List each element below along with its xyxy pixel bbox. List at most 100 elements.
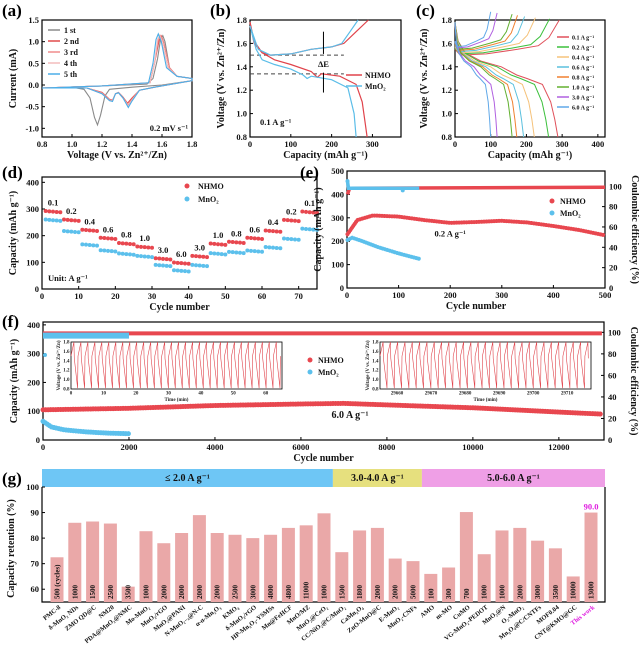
bar-cycle-label: 3000: [534, 585, 542, 600]
mno2-point: [43, 217, 48, 222]
nhmo-point: [80, 227, 85, 232]
mno2-point: [139, 254, 143, 259]
mno2-point: [278, 246, 283, 251]
y-tick-label: 1.5: [28, 15, 39, 25]
x-tick-label: 100: [484, 139, 497, 149]
bar: [370, 527, 384, 602]
nhmo-point: [54, 209, 59, 214]
mno2-point: [47, 217, 52, 222]
y-tick-label: 100: [26, 257, 39, 267]
nhmo-point: [212, 241, 217, 246]
nhmo-point: [62, 217, 66, 222]
bar: [228, 534, 242, 602]
inset-voltage-curve: [379, 341, 589, 389]
inset-x-tick-label: 30: [166, 392, 172, 397]
nhmo-point: [135, 244, 140, 249]
inset-x-tick-label: 50: [231, 392, 237, 397]
delta-e-label: ΔE: [318, 59, 329, 69]
panel-c: (c) 0 100 200 300 400 0.8 1.0 1.2 1.4 1.6 1.8 Capaci…: [416, 1, 606, 161]
mno2-point: [69, 229, 74, 234]
y-tick-label: 400: [26, 177, 39, 187]
nhmo-point: [51, 209, 55, 214]
highlight-value-label: 90.0: [584, 502, 599, 512]
bar: [566, 576, 580, 602]
y-tick-label: 100: [331, 260, 344, 270]
inset-y-tick-label: 1.4: [372, 359, 379, 364]
y-axis-title: Capacity (mAh g⁻¹): [313, 187, 324, 271]
legend-marker: [184, 183, 190, 189]
mno2-point: [315, 227, 319, 232]
ce-outlier-point: [400, 188, 405, 193]
bar-cycle-label: 2500: [232, 585, 240, 600]
bar: [210, 533, 224, 602]
nhmo-point: [245, 235, 250, 240]
y-tick-label: 90: [31, 508, 40, 518]
panel-f: (f)0 2000 4000 6000 8000 10000 120000100200300…: [2, 312, 639, 464]
inset-frame: [70, 341, 283, 390]
nhmo-point: [120, 241, 125, 246]
y2-tick-label: 20: [609, 263, 618, 273]
inset-x-tick-label: 40: [198, 392, 204, 397]
mno2-point: [212, 251, 217, 256]
mno2-point: [234, 250, 239, 255]
y-tick-label: 1.0: [236, 109, 247, 119]
legend-label: 0.1 A g⁻¹: [572, 36, 594, 42]
bar: [139, 531, 153, 602]
nhmo-point: [168, 257, 173, 262]
y-tick-label: 200: [27, 377, 40, 387]
nhmo-point: [300, 209, 305, 214]
legend-label: MnO₂: [560, 209, 581, 218]
mno2-point: [106, 248, 110, 253]
rate-band: [332, 469, 422, 487]
y-tick-label: 1.8: [441, 15, 452, 25]
legend-label: NHMO: [560, 197, 586, 206]
nhmo-point: [289, 218, 294, 223]
inset-x-tick-label: 29680: [459, 392, 472, 397]
nhmo-point: [161, 256, 165, 261]
mno2-point: [157, 263, 162, 268]
inset-y-tick-label: 0.8: [63, 388, 70, 393]
nhmo-point: [128, 241, 132, 246]
bar: [584, 512, 598, 602]
mno2-point: [98, 248, 103, 253]
inset-y-axis-title: Voltage (V vs. Zn²⁺/Zn): [365, 340, 371, 390]
mno2-point: [194, 263, 198, 268]
inset-x-axis-title: Time (min): [165, 398, 189, 403]
nhmo-point: [201, 254, 206, 259]
nhmo-point: [153, 256, 158, 261]
nhmo-point: [95, 228, 99, 233]
rate-label: 0.8: [121, 230, 132, 240]
nhmo-point: [252, 236, 257, 241]
nhmo-point: [285, 218, 290, 223]
nhmo-point: [98, 235, 103, 240]
nhmo-point: [205, 255, 209, 260]
nhmo-point: [256, 236, 261, 241]
mno2-point: [260, 249, 264, 254]
mno2-point: [186, 269, 191, 274]
inset-x-tick-label: 29690: [493, 392, 506, 397]
y-tick-label: 0.5: [28, 58, 39, 68]
nhmo-point: [234, 240, 239, 245]
nhmo-point: [179, 261, 184, 266]
mno2-point: [164, 263, 169, 268]
y2-axis-title: Coulombic efficiency (%): [628, 327, 639, 436]
y-tick-label: 0.8: [441, 132, 452, 142]
nhmo-point: [106, 236, 110, 241]
nhmo-point: [102, 236, 107, 241]
nhmo-point: [282, 217, 286, 222]
y-tick-label: 1.2: [236, 85, 247, 95]
nhmo-point: [311, 210, 316, 215]
mno2-point: [267, 245, 272, 250]
category-label: AMO: [419, 604, 436, 619]
rate-label: 0.4: [268, 217, 279, 227]
bar-cycle-label: 4000: [267, 585, 275, 600]
x-tick-label: 8000: [378, 442, 395, 452]
nhmo-point: [139, 244, 143, 249]
bar: [477, 554, 491, 602]
inset-x-tick-label: 29660: [391, 392, 404, 397]
mno2-point: [223, 252, 228, 257]
gcd-discharge-curve: [249, 25, 357, 138]
bar-cycle-label: 700: [463, 588, 471, 599]
current-density-label: 6.0 A g⁻¹: [332, 410, 369, 421]
